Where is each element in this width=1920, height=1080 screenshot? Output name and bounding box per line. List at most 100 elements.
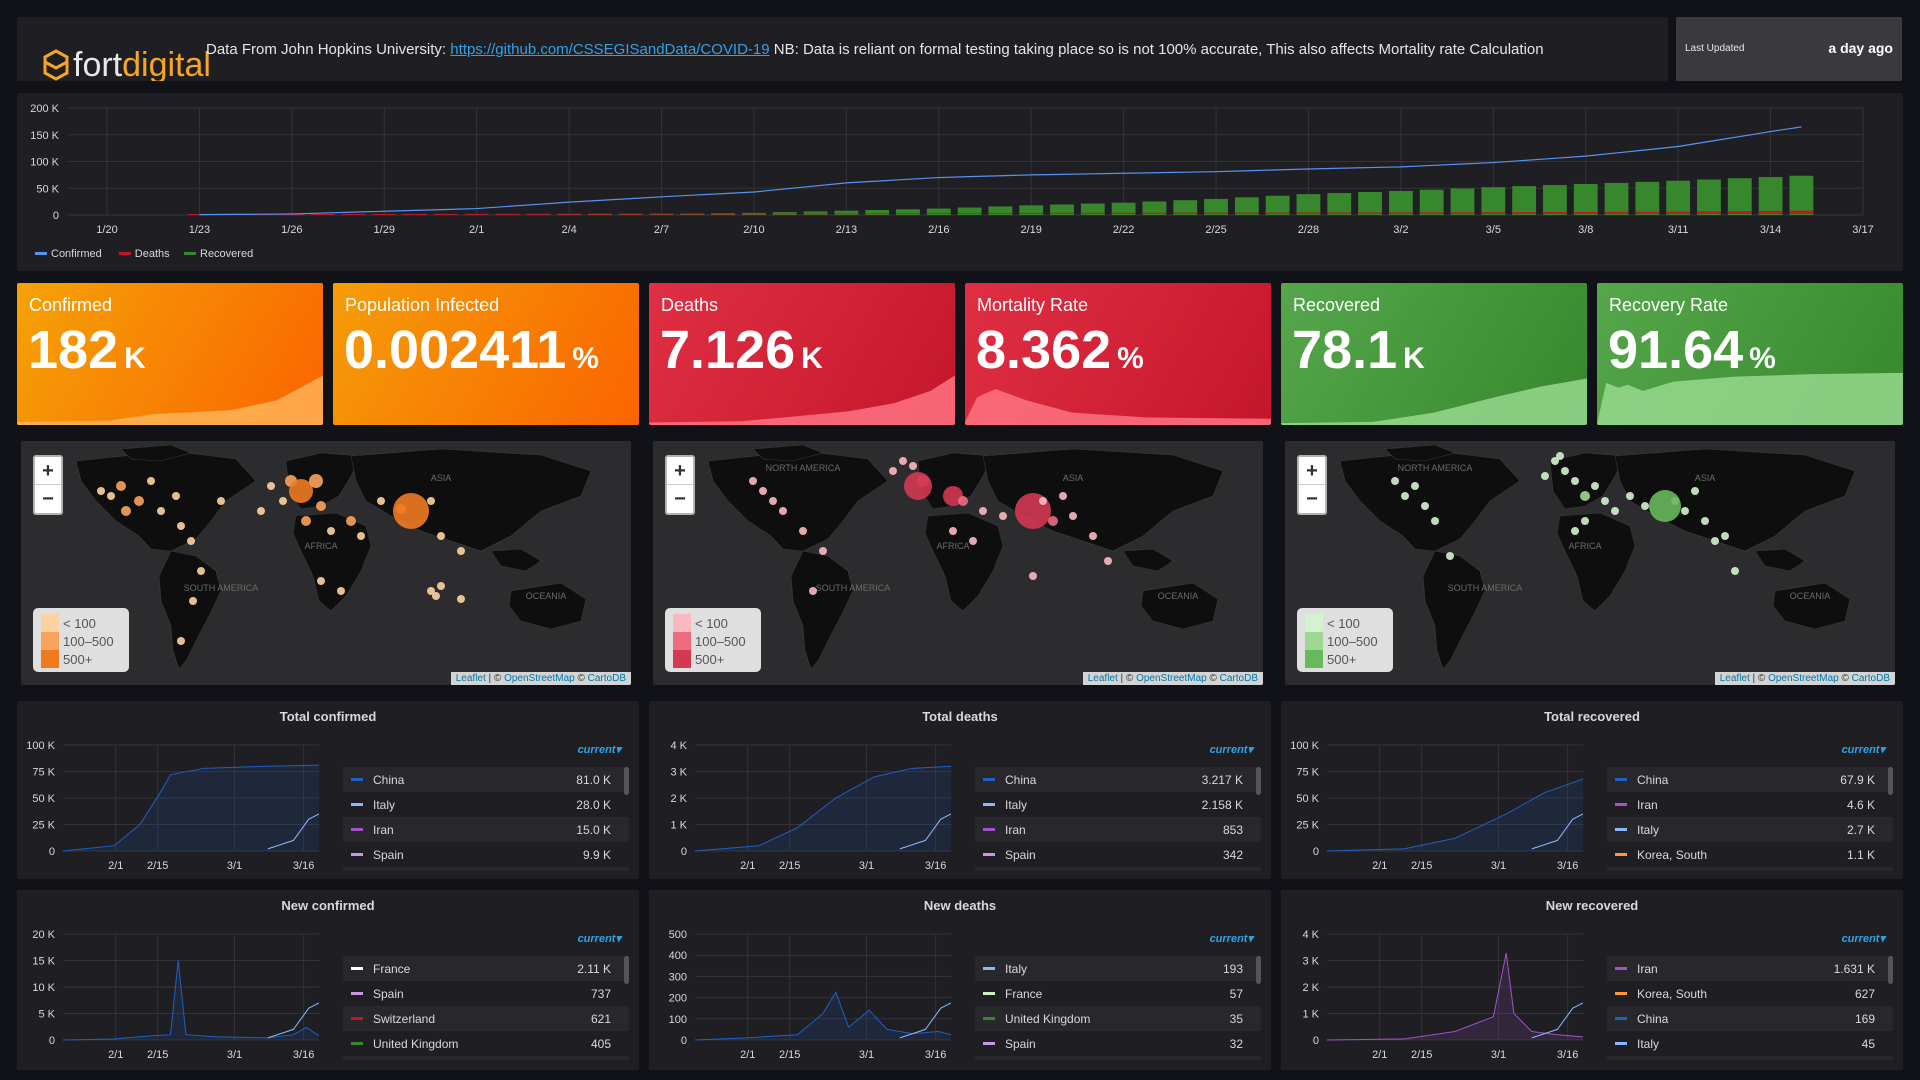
map-marker[interactable]	[257, 507, 265, 515]
legend-sort-header[interactable]: current▾	[577, 933, 621, 945]
map-marker[interactable]	[949, 527, 957, 535]
zoom-out-button[interactable]: −	[674, 488, 686, 510]
zoom-in-button[interactable]: +	[1299, 457, 1325, 485]
map-marker[interactable]	[1649, 490, 1681, 522]
legend-scrollbar[interactable]	[1888, 767, 1893, 795]
legend-scrollbar[interactable]	[1256, 956, 1261, 984]
legend-row[interactable]: Iran16	[975, 1056, 1261, 1060]
map-marker[interactable]	[1601, 497, 1609, 505]
map-marker[interactable]	[1701, 517, 1709, 525]
map-panel-1[interactable]: ASIA SOUTH AMERICA OCEANIA AFRICA + − < 100 100…	[21, 441, 631, 685]
legend-row[interactable]: Italy 45	[1607, 1031, 1893, 1056]
map-marker[interactable]	[327, 527, 335, 535]
map-marker[interactable]	[809, 587, 817, 595]
map-marker[interactable]	[1551, 457, 1559, 465]
map-marker[interactable]	[121, 506, 131, 516]
carto-link[interactable]: CartoDB	[1219, 673, 1258, 684]
legend-row[interactable]: Iran 853	[975, 817, 1261, 842]
osm-link[interactable]: OpenStreetMap	[504, 673, 575, 684]
legend-sort-header[interactable]: current▾	[1209, 744, 1253, 756]
map-marker[interactable]	[97, 487, 105, 495]
jhu-github-link[interactable]: https://github.com/CSSEGISandData/COVID-…	[450, 41, 770, 58]
map-marker[interactable]	[769, 497, 777, 505]
legend-row[interactable]: Italy 2.7 K	[1607, 817, 1893, 842]
legend-row[interactable]: Iran 4.6 K	[1607, 792, 1893, 817]
map-marker[interactable]	[759, 487, 767, 495]
map-marker[interactable]	[177, 522, 185, 530]
map-marker[interactable]	[357, 532, 365, 540]
map-marker[interactable]	[1721, 532, 1729, 540]
map-marker[interactable]	[1391, 477, 1399, 485]
map-marker[interactable]	[432, 592, 440, 600]
map-marker[interactable]	[958, 496, 968, 506]
map-marker[interactable]	[427, 497, 435, 505]
map-marker[interactable]	[1089, 532, 1097, 540]
map-marker[interactable]	[1561, 467, 1569, 475]
legend-row[interactable]: France 57	[975, 981, 1261, 1006]
map-marker[interactable]	[1691, 487, 1699, 495]
legend-scrollbar[interactable]	[624, 767, 629, 795]
legend-sort-header[interactable]: current▾	[1209, 933, 1253, 945]
legend-row[interactable]: Switzerland 621	[343, 1006, 629, 1031]
legend-scrollbar[interactable]	[1256, 767, 1261, 795]
map-marker[interactable]	[457, 595, 465, 603]
map-marker[interactable]	[427, 587, 435, 595]
legend-row[interactable]: China 67.9 K	[1607, 767, 1893, 792]
leaflet-link[interactable]: Leaflet	[1719, 673, 1750, 684]
legend-row[interactable]: Korea, South 1.1 K	[1607, 842, 1893, 867]
map-marker[interactable]	[147, 477, 155, 485]
map-marker[interactable]	[172, 492, 180, 500]
map-marker[interactable]	[267, 482, 275, 490]
map-marker[interactable]	[749, 477, 757, 485]
map-marker[interactable]	[1104, 557, 1112, 565]
legend-row[interactable]: Korea, South 627	[1607, 981, 1893, 1006]
map-marker[interactable]	[1731, 567, 1739, 575]
map-marker[interactable]	[969, 537, 977, 545]
zoom-out-button[interactable]: −	[42, 488, 54, 510]
legend-sort-header[interactable]: current▾	[577, 744, 621, 756]
map-marker[interactable]	[779, 507, 787, 515]
map-marker[interactable]	[1029, 572, 1037, 580]
legend-row[interactable]: Spain530	[1607, 867, 1893, 871]
legend-row[interactable]: Italy 193	[975, 956, 1261, 981]
map-marker[interactable]	[377, 497, 385, 505]
map-marker[interactable]	[157, 507, 165, 515]
map-marker[interactable]	[177, 637, 185, 645]
legend-row[interactable]: China 3.217 K	[975, 767, 1261, 792]
map-marker[interactable]	[1401, 492, 1409, 500]
map-marker[interactable]	[1039, 497, 1047, 505]
map-marker[interactable]	[1641, 502, 1649, 510]
map-panel-2[interactable]: NORTH AMERICA ASIA AFRICA SOUTH AMERICA OCEA…	[653, 441, 1263, 685]
world-map[interactable]: NORTH AMERICA ASIA AFRICA SOUTH AMERICA OCEA…	[1285, 441, 1895, 685]
map-marker[interactable]	[437, 582, 445, 590]
map-marker[interactable]	[346, 516, 356, 526]
legend-row[interactable]: France148	[975, 867, 1261, 871]
map-marker[interactable]	[197, 567, 205, 575]
map-marker[interactable]	[1048, 516, 1058, 526]
zoom-out-button[interactable]: −	[1306, 488, 1318, 510]
map-marker[interactable]	[279, 497, 287, 505]
map-marker[interactable]	[107, 492, 115, 500]
map-marker[interactable]	[1591, 482, 1599, 490]
legend-row[interactable]: China 81.0 K	[343, 767, 629, 792]
map-marker[interactable]	[1571, 477, 1579, 485]
legend-row[interactable]: Iran 1.631 K	[1607, 956, 1893, 981]
leaflet-link[interactable]: Leaflet	[455, 673, 486, 684]
carto-link[interactable]: CartoDB	[1851, 673, 1890, 684]
legend-scrollbar[interactable]	[1888, 956, 1893, 984]
legend-row[interactable]: China 169	[1607, 1006, 1893, 1031]
map-marker[interactable]	[1541, 472, 1549, 480]
map-marker[interactable]	[1556, 452, 1564, 460]
legend-scrollbar[interactable]	[624, 956, 629, 984]
map-marker[interactable]	[457, 547, 465, 555]
carto-link[interactable]: CartoDB	[587, 673, 626, 684]
map-marker[interactable]	[1431, 517, 1439, 525]
map-marker[interactable]	[1581, 517, 1589, 525]
map-marker[interactable]	[437, 532, 445, 540]
map-marker[interactable]	[1446, 552, 1454, 560]
legend-row[interactable]: Spain 737	[343, 981, 629, 1006]
map-marker[interactable]	[134, 496, 144, 506]
legend-row[interactable]: Italy 2.158 K	[975, 792, 1261, 817]
map-marker[interactable]	[799, 527, 807, 535]
legend-row[interactable]: Spain 342	[975, 842, 1261, 867]
